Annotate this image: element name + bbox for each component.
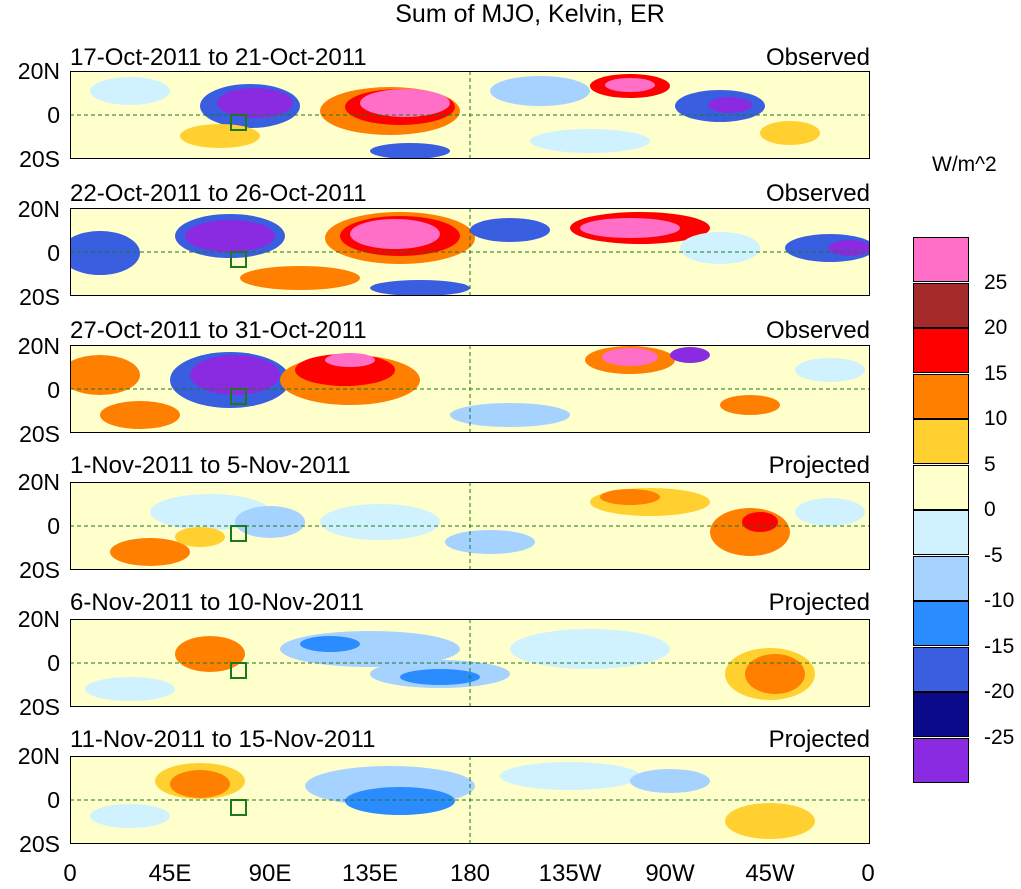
lat-label-20s: 20S xyxy=(19,284,60,310)
colorbar-label: 10 xyxy=(984,407,1008,430)
lat-label-eq: 0 xyxy=(47,513,60,539)
lat-label-eq: 0 xyxy=(47,377,60,403)
lon-tick: 135E xyxy=(341,860,399,887)
panel-1-type: Observed xyxy=(765,44,870,71)
colorbar-swatch xyxy=(913,737,969,783)
colorbar-swatch xyxy=(913,692,969,737)
lon-tick: 45W xyxy=(745,860,795,887)
lat-label-eq: 0 xyxy=(47,102,60,128)
lat-label-eq: 0 xyxy=(47,650,60,676)
panel-1-dates: 17-Oct-2011 to 21-Oct-2011 xyxy=(70,44,367,71)
panel-5-dates: 6-Nov-2011 to 10-Nov-2011 xyxy=(70,589,364,616)
colorbar-swatch xyxy=(913,282,969,328)
panel-3-type: Observed xyxy=(765,317,870,344)
figure-title: Sum of MJO, Kelvin, ER xyxy=(395,0,665,28)
panel-6-type: Projected xyxy=(768,726,870,753)
panel-4-type: Projected xyxy=(768,452,870,479)
lat-label-20n: 20N xyxy=(17,743,60,769)
map-panel-2 xyxy=(70,208,870,296)
map-panel-5 xyxy=(70,619,870,707)
lon-tick: 135W xyxy=(538,860,602,887)
panel-2-type: Observed xyxy=(765,180,870,207)
colorbar-label: -5 xyxy=(984,543,1003,567)
colorbar-label: 0 xyxy=(984,498,996,521)
colorbar-swatch xyxy=(913,419,969,464)
panel-6-dates: 11-Nov-2011 to 15-Nov-2011 xyxy=(70,726,376,753)
map-panel-6 xyxy=(70,756,870,844)
colorbar-units: W/m^2 xyxy=(932,153,997,176)
map-panel-3 xyxy=(70,345,870,433)
panel-4-dates: 1-Nov-2011 to 5-Nov-2011 xyxy=(70,452,351,479)
colorbar xyxy=(913,237,970,783)
lat-label-20n: 20N xyxy=(17,606,60,632)
panel-3-dates: 27-Oct-2011 to 31-Oct-2011 xyxy=(70,317,367,344)
colorbar-label: 20 xyxy=(984,316,1008,339)
colorbar-swatch xyxy=(913,237,969,282)
colorbar-swatch xyxy=(913,328,969,373)
colorbar-label: -10 xyxy=(984,589,1015,612)
colorbar-swatch xyxy=(913,464,969,510)
colorbar-label: 25 xyxy=(984,270,1008,294)
panel-2-dates: 22-Oct-2011 to 26-Oct-2011 xyxy=(70,180,367,207)
lat-label-20s: 20S xyxy=(19,831,60,857)
lat-label-eq: 0 xyxy=(47,787,60,813)
lat-label-20s: 20S xyxy=(19,421,60,447)
lon-tick: 90E xyxy=(248,860,292,887)
lon-tick: 0 xyxy=(861,860,875,887)
lat-label-20s: 20S xyxy=(19,694,60,720)
colorbar-swatch xyxy=(913,601,969,646)
colorbar-label: 15 xyxy=(984,361,1008,385)
colorbar-label: -20 xyxy=(984,680,1015,703)
colorbar-label: -15 xyxy=(984,634,1015,658)
map-panel-4 xyxy=(70,482,870,570)
lat-label-20s: 20S xyxy=(19,557,60,583)
map-panel-1 xyxy=(70,71,870,159)
lon-tick: 45E xyxy=(148,860,192,887)
lon-tick: 0 xyxy=(63,860,77,887)
lon-tick: 180 xyxy=(449,860,491,887)
colorbar-label: 5 xyxy=(984,452,996,476)
colorbar-swatch xyxy=(913,510,969,555)
lat-label-20n: 20N xyxy=(17,469,60,495)
lat-label-20n: 20N xyxy=(17,196,60,222)
lat-label-20n: 20N xyxy=(17,333,60,359)
lat-label-20s: 20S xyxy=(19,146,60,172)
lat-label-20n: 20N xyxy=(17,58,60,84)
colorbar-swatch xyxy=(913,555,969,601)
colorbar-swatch xyxy=(913,646,969,692)
colorbar-label: -25 xyxy=(984,725,1015,749)
lon-tick: 90W xyxy=(645,860,695,887)
lat-label-eq: 0 xyxy=(47,240,60,266)
panel-5-type: Projected xyxy=(768,589,870,616)
colorbar-swatch xyxy=(913,373,969,419)
